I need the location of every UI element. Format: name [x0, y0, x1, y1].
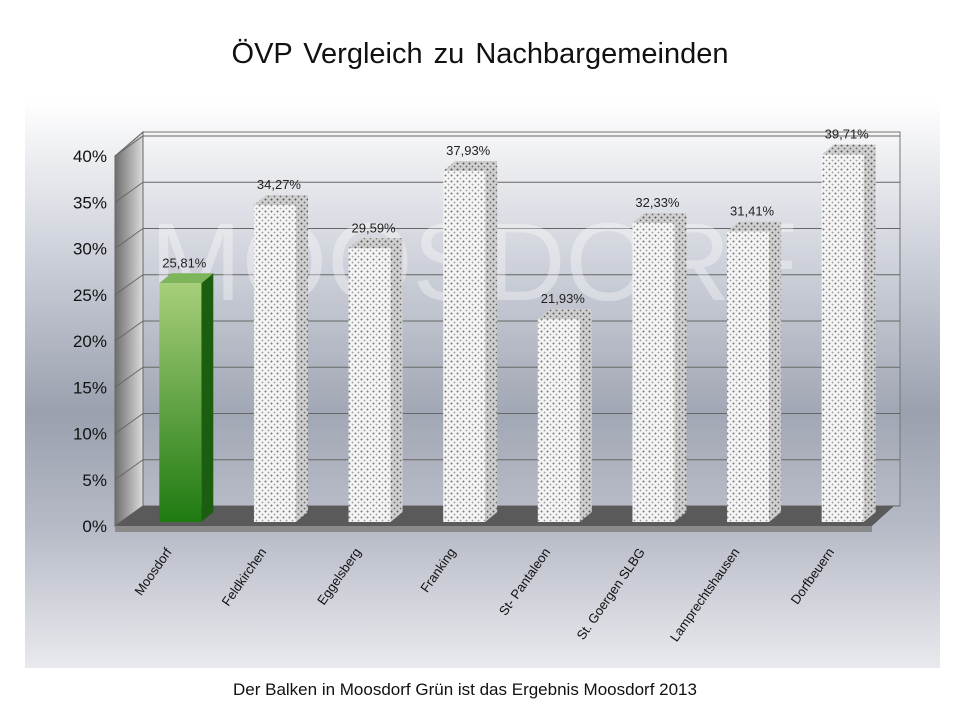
- y-tick-label: 15%: [73, 378, 107, 397]
- bar-side: [674, 212, 687, 522]
- y-tick-label: 25%: [73, 286, 107, 305]
- y-tick-label: 10%: [73, 425, 107, 444]
- y-tick-label: 40%: [73, 147, 107, 166]
- bar: [443, 161, 498, 522]
- bar-top: [159, 273, 214, 284]
- bar-front: [632, 222, 675, 522]
- floor-edge: [115, 526, 872, 532]
- y-tick-label: 5%: [82, 471, 107, 490]
- gridline-side: [114, 181, 144, 203]
- data-label: 34,27%: [257, 177, 302, 192]
- data-label: 21,93%: [541, 291, 586, 306]
- bar: [348, 238, 403, 523]
- bar-front: [443, 171, 486, 522]
- y-tick-label: 35%: [73, 193, 107, 212]
- chart-title: ÖVP Vergleich zu Nachbargemeinden: [231, 38, 729, 70]
- gridline-side: [114, 274, 144, 296]
- bar-top: [253, 195, 308, 206]
- bar-top: [727, 221, 782, 232]
- bar-front: [727, 231, 770, 522]
- footer-note: Der Balken in Moosdorf Grün ist das Erge…: [233, 680, 697, 699]
- bar: [159, 273, 214, 522]
- bar-side: [295, 195, 308, 522]
- bar: [632, 212, 687, 522]
- bar-front: [821, 154, 864, 522]
- bar-top: [537, 309, 592, 320]
- gridline-side: [114, 320, 144, 342]
- bar-top: [821, 144, 876, 155]
- bar-front: [537, 319, 580, 522]
- bar: [821, 144, 876, 522]
- data-label: 25,81%: [162, 255, 207, 270]
- y-tick-label: 30%: [73, 240, 107, 259]
- x-tick-label: Lamprechtshausen: [667, 545, 743, 644]
- floor: [115, 506, 894, 526]
- gridline-side: [114, 228, 144, 249]
- data-label: 29,59%: [352, 220, 397, 235]
- bar-top: [348, 238, 403, 249]
- x-tick-label: Franking: [417, 545, 458, 595]
- bar-side: [769, 221, 782, 522]
- gridline-side: [114, 366, 144, 388]
- bar-front: [348, 248, 391, 523]
- x-tick-label: St- Pantaleon: [496, 545, 553, 618]
- gridline-side: [114, 459, 144, 481]
- x-tick-label: Feldkirchen: [219, 545, 270, 609]
- data-label: 31,41%: [730, 203, 775, 218]
- bar-side: [579, 309, 592, 522]
- data-label: 37,93%: [446, 143, 491, 158]
- side-wall: [114, 130, 144, 527]
- bar-side: [485, 161, 498, 522]
- bar-top: [632, 212, 687, 223]
- bar: [537, 309, 592, 522]
- data-label: 39,71%: [825, 127, 870, 142]
- bar-side: [390, 238, 403, 523]
- x-tick-label: Dorfbeuern: [788, 545, 838, 607]
- gridline-side: [114, 413, 144, 434]
- bar-side: [201, 273, 214, 522]
- gridline-side: [114, 135, 144, 157]
- bar: [727, 221, 782, 522]
- y-tick-label: 0%: [82, 517, 107, 536]
- bar-side: [863, 144, 876, 522]
- bar-front: [253, 205, 296, 522]
- bar-top: [443, 161, 498, 172]
- x-tick-label: Moosdorf: [131, 545, 175, 598]
- x-tick-label: Eggelsberg: [314, 545, 364, 607]
- x-tick-label: St. Goergen SLBG: [573, 545, 647, 642]
- bar-front: [159, 283, 202, 522]
- bar: [253, 195, 308, 522]
- data-label: 32,33%: [635, 195, 680, 210]
- y-tick-label: 20%: [73, 332, 107, 351]
